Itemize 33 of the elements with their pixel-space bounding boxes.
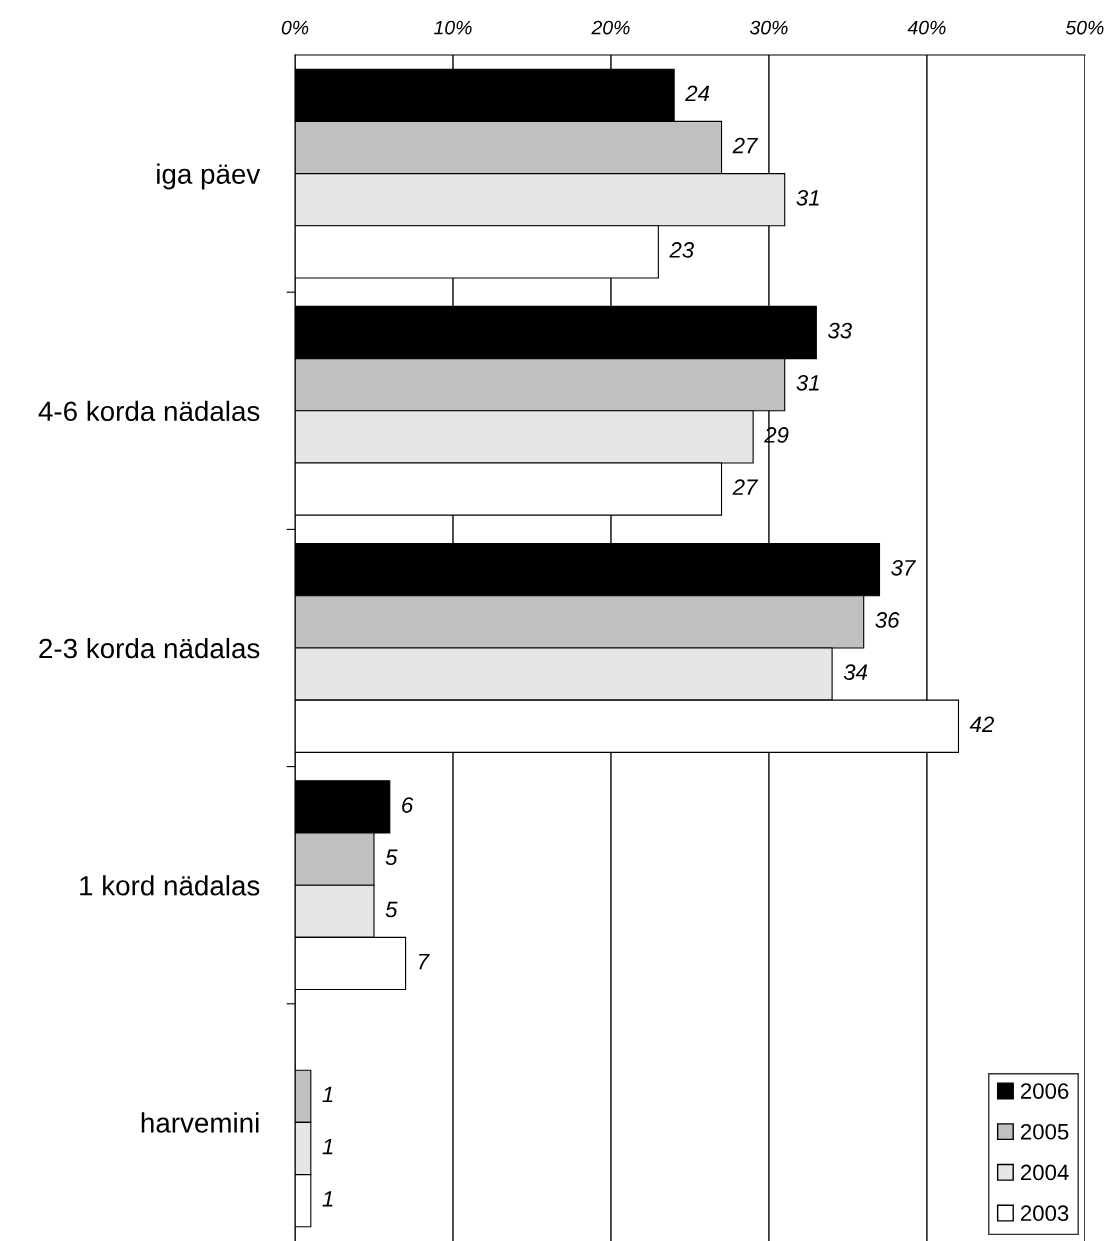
data-label: 7 (419, 953, 430, 970)
y-tick-label: harvemini (141, 1112, 259, 1133)
data-label: 36 (875, 612, 900, 628)
x-tick-label: 20% (591, 20, 630, 35)
data-label: 27 (732, 137, 759, 154)
x-tick-label: 10% (434, 20, 472, 35)
data-label: 1 (322, 1191, 333, 1207)
data-label: 5 (385, 901, 398, 918)
legend-label: 2004 (1020, 1164, 1069, 1181)
legend-label: 2006 (1020, 1083, 1069, 1099)
legend-label: 2003 (1020, 1205, 1069, 1222)
data-label: 37 (891, 559, 917, 576)
x-tick-label: 40% (907, 20, 946, 35)
y-tick-label: 2-3 korda nädalas (39, 637, 260, 659)
data-label: 6 (402, 797, 414, 813)
data-label: 1 (322, 1086, 333, 1103)
x-tick-label: 0% (281, 20, 309, 35)
data-label: 31 (796, 189, 819, 206)
data-label: 5 (385, 849, 398, 866)
legend-label: 2005 (1020, 1123, 1069, 1140)
y-tick-label: 4-6 korda nädalas (38, 400, 260, 422)
data-label: 42 (969, 716, 994, 733)
data-label: 23 (669, 242, 694, 258)
data-label: 31 (796, 374, 819, 391)
data-label: 1 (322, 1138, 333, 1155)
y-tick-label: iga päev (157, 163, 261, 190)
data-label: 34 (843, 664, 868, 681)
y-tick-label: 1 kord nädalas (80, 875, 260, 896)
data-label: 24 (685, 85, 710, 102)
data-label: 27 (732, 479, 759, 495)
data-label: 33 (827, 322, 852, 339)
x-tick-label: 30% (749, 20, 788, 35)
x-tick-label: 50% (1065, 20, 1104, 35)
